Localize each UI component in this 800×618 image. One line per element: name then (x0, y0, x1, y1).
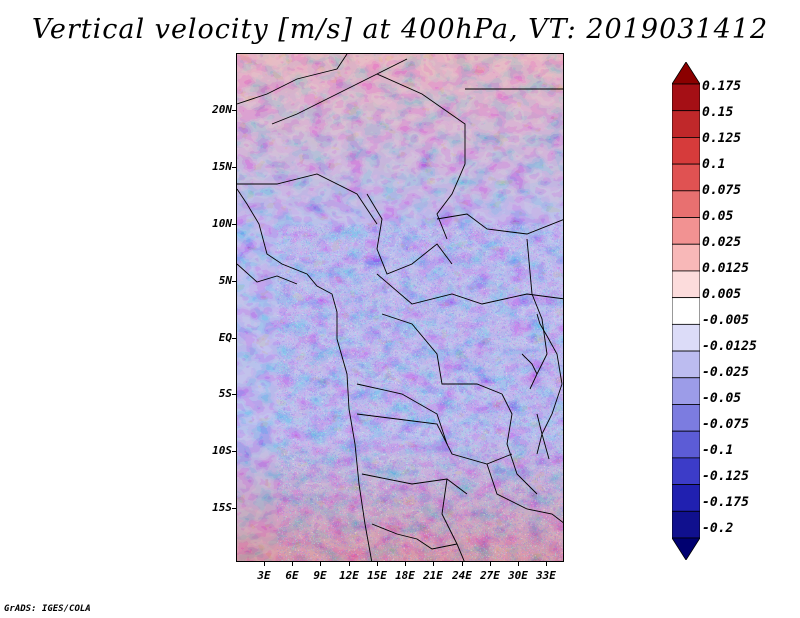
lon-label-30e: 30E (508, 569, 528, 582)
lat-label-15s: 15S (212, 501, 232, 514)
lon-tick (518, 562, 519, 566)
colorbar-bin (672, 270, 700, 299)
colorbar-bin (672, 217, 700, 245)
colorbar-label: 0.1 (702, 157, 726, 172)
lon-label-18e: 18E (395, 569, 415, 582)
lon-label-27e: 27E (480, 569, 500, 582)
colorbar-label: 0.025 (702, 235, 742, 250)
lon-tick (433, 562, 434, 566)
lon-tick (264, 562, 265, 566)
lat-label-10s: 10S (212, 444, 232, 457)
map-panel (236, 53, 564, 562)
colorbar-bin (672, 404, 700, 432)
colorbar-label: 0.15 (702, 105, 734, 120)
lon-label-9e: 9E (313, 569, 327, 582)
lat-label-eq: EQ (218, 331, 232, 344)
lat-tick (232, 281, 236, 282)
colorbar-bin (672, 457, 700, 485)
colorbar-bin (672, 350, 700, 379)
colorbar-label: -0.075 (702, 417, 749, 432)
colorbar-label: -0.005 (702, 313, 749, 328)
colorbar-label: -0.175 (702, 495, 749, 510)
lon-tick (349, 562, 350, 566)
colorbar-bin (672, 484, 700, 512)
colorbar-bin (672, 190, 700, 218)
colorbar-bin (672, 83, 700, 112)
colorbar-label: 0.05 (702, 209, 734, 224)
colorbar-label: 0.005 (702, 287, 742, 302)
lon-tick (292, 562, 293, 566)
colorbar (672, 62, 700, 560)
lon-tick (490, 562, 491, 566)
lat-tick (232, 224, 236, 225)
colorbar-label: -0.2 (702, 521, 734, 536)
colorbar-bin (672, 323, 700, 352)
lat-label-20n: 20N (212, 103, 232, 116)
colorbar-bin (672, 297, 700, 325)
lon-label-6e: 6E (285, 569, 299, 582)
colorbar-label: 0.125 (702, 131, 742, 146)
footer-credit: GrADS: IGES/COLA (4, 604, 91, 614)
colorbar-label: -0.05 (702, 391, 742, 406)
lon-tick (462, 562, 463, 566)
colorbar-bin (672, 430, 700, 459)
lat-tick (232, 167, 236, 168)
colorbar-label: -0.0125 (702, 339, 757, 354)
lat-tick (232, 508, 236, 509)
lon-label-15e: 15E (367, 569, 387, 582)
colorbar-label: -0.025 (702, 365, 749, 380)
colorbar-label: 0.0125 (702, 261, 749, 276)
colorbar-bin (672, 377, 700, 405)
colorbar-label: 0.175 (702, 79, 742, 94)
colorbar-bin (672, 137, 700, 165)
colorbar-bin (672, 243, 700, 272)
lon-label-12e: 12E (339, 569, 359, 582)
colorbar-bin (672, 163, 700, 192)
map-title: Vertical velocity [m/s] at 400hPa, VT: 2… (31, 14, 769, 45)
lat-label-5n: 5N (218, 274, 232, 287)
lat-tick (232, 394, 236, 395)
lon-label-21e: 21E (423, 569, 443, 582)
lon-tick (320, 562, 321, 566)
colorbar-min-tip (672, 537, 700, 560)
lat-tick (232, 338, 236, 339)
lat-tick (232, 110, 236, 111)
lon-tick (405, 562, 406, 566)
lat-label-15n: 15N (212, 160, 232, 173)
colorbar-bin (672, 510, 700, 539)
lat-label-5s: 5S (218, 387, 232, 400)
colorbar-max-tip (672, 62, 700, 85)
lat-tick (232, 451, 236, 452)
lon-label-24e: 24E (452, 569, 472, 582)
vertical-velocity-field (237, 54, 563, 561)
lon-label-33e: 33E (536, 569, 556, 582)
colorbar-label: -0.1 (702, 443, 734, 458)
lon-tick (377, 562, 378, 566)
lon-label-3e: 3E (257, 569, 271, 582)
lat-label-10n: 10N (212, 217, 232, 230)
colorbar-label: 0.075 (702, 183, 742, 198)
lon-tick (546, 562, 547, 566)
colorbar-label: -0.125 (702, 469, 749, 484)
colorbar-bin (672, 110, 700, 138)
